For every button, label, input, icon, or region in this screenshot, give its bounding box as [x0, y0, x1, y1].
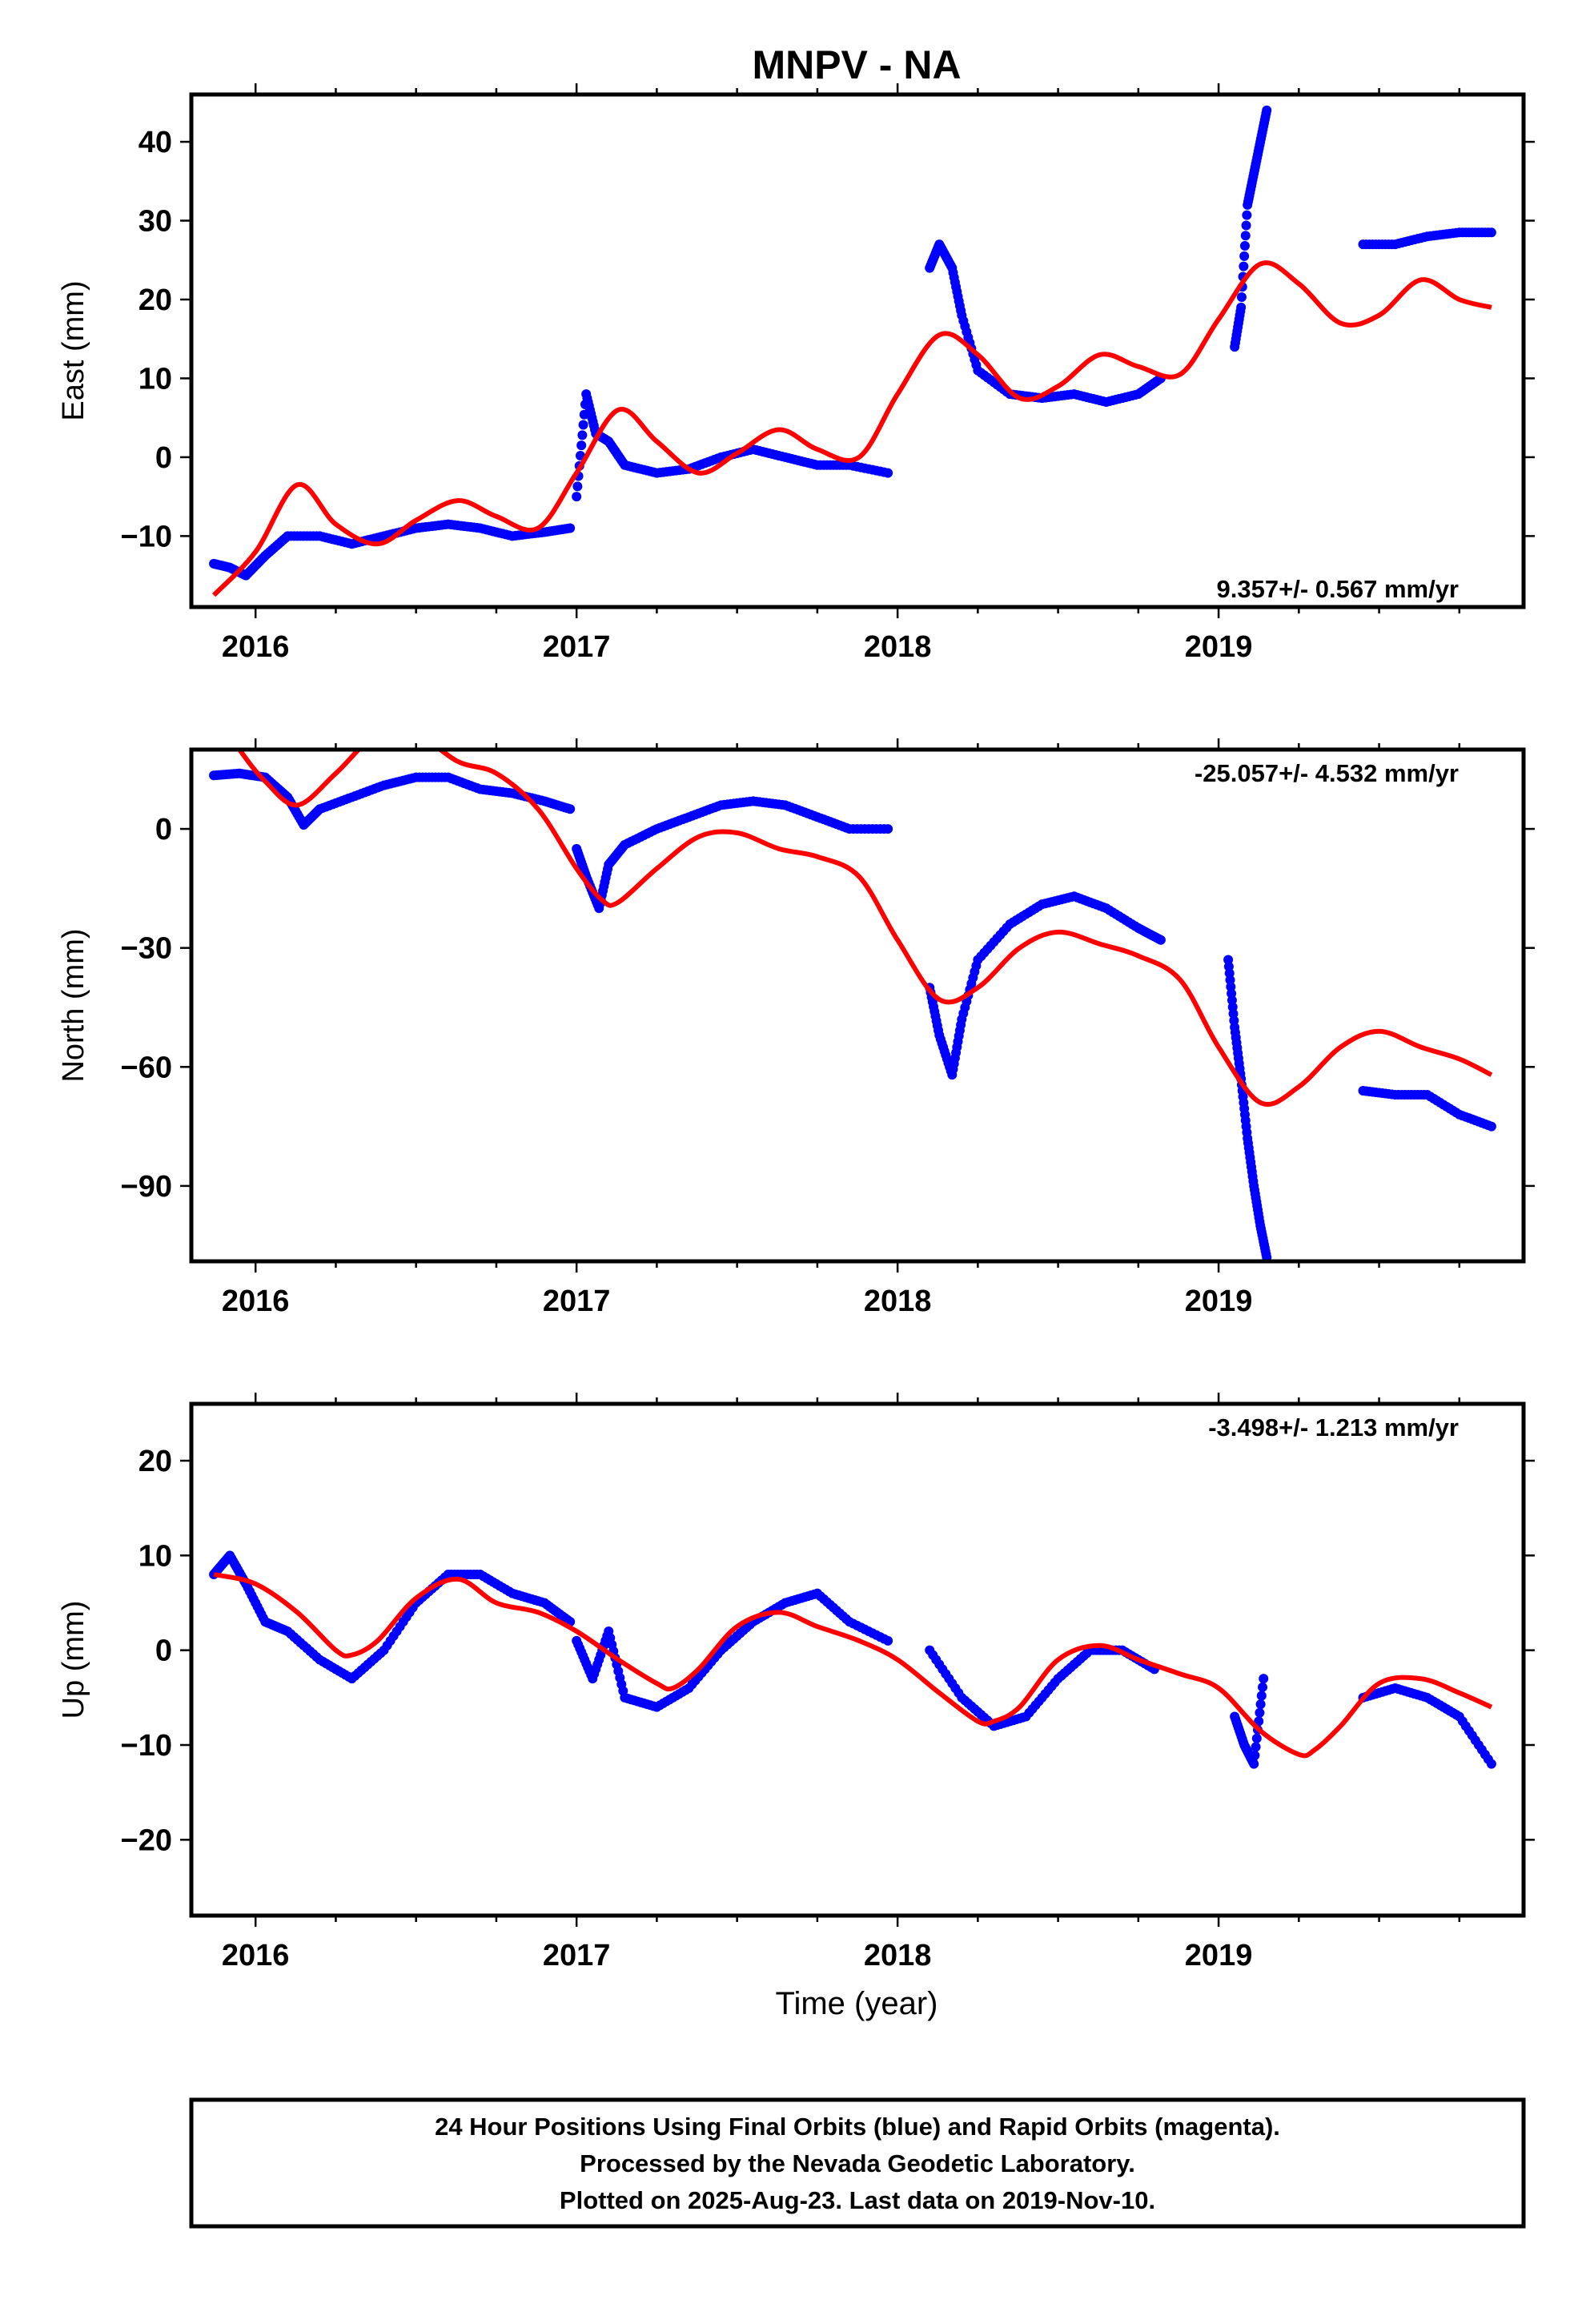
north-panel: 2016 2017 2018 2019 −90 −60 −30 0 North (mm) -25.…	[57, 738, 1535, 1318]
y-tick-label: 20	[139, 283, 172, 317]
footer-box: 24 Hour Positions Using Final Orbits (bl…	[189, 2097, 1526, 2229]
east-plot-area	[209, 105, 1496, 597]
data-point	[1254, 1716, 1264, 1727]
plot-frame	[189, 1401, 1526, 1918]
data-point	[578, 420, 588, 430]
data-point	[1240, 231, 1251, 241]
data-point	[576, 440, 587, 451]
x-tick-label: 2019	[1185, 1285, 1253, 1318]
data-point	[1255, 1707, 1265, 1718]
data-point	[1250, 1751, 1260, 1761]
data-point	[883, 468, 893, 478]
data-point	[883, 824, 893, 834]
model-curve	[213, 1572, 1493, 1759]
data-point	[1236, 302, 1247, 312]
y-tick-label: 40	[139, 126, 172, 159]
y-tick-label: −90	[121, 1170, 172, 1204]
x-tick-label: 2019	[1185, 630, 1253, 664]
north-plot-area	[209, 750, 1496, 1261]
data-point	[577, 430, 588, 440]
x-tick-label: 2017	[543, 630, 611, 664]
y-tick-label: 0	[155, 441, 172, 475]
y-tick-label: −60	[121, 1051, 172, 1084]
x-tick-label: 2018	[864, 1939, 932, 1972]
north-axis-label: North (mm)	[57, 928, 90, 1082]
data-point	[883, 1635, 893, 1646]
x-tick-label: 2016	[222, 1285, 290, 1318]
data-point	[1256, 1691, 1267, 1701]
data-point	[1486, 227, 1496, 238]
data-point	[1236, 292, 1247, 303]
plot-frame	[189, 747, 1526, 1264]
y-tick-label: −30	[121, 932, 172, 966]
footer-line-1: 24 Hour Positions Using Final Orbits (bl…	[435, 2113, 1280, 2141]
data-point	[1262, 1252, 1272, 1261]
data-point	[1239, 251, 1250, 261]
east-axis-label: East (mm)	[57, 280, 90, 420]
data-point	[1249, 1759, 1259, 1769]
data-point	[1258, 1682, 1268, 1692]
x-tick-label: 2019	[1185, 1939, 1253, 1972]
up-plot-area	[209, 1550, 1496, 1769]
chart-title: MNPV - NA	[752, 42, 961, 87]
data-point	[1251, 1733, 1262, 1743]
footer-line-3: Plotted on 2025-Aug-23. Last data on 201…	[560, 2186, 1155, 2214]
y-tick-label: 0	[155, 813, 172, 846]
x-tick-label: 2017	[543, 1285, 611, 1318]
y-tick-label: 30	[139, 205, 172, 239]
data-point	[1239, 241, 1250, 251]
footer-line-2: Processed by the Nevada Geodetic Laborat…	[580, 2149, 1135, 2177]
y-tick-label: 10	[139, 1539, 172, 1573]
y-tick-label: 10	[139, 362, 172, 396]
x-tick-label: 2017	[543, 1939, 611, 1972]
up-panel: 2016 2017 2018 2019 −20 −10 0 10 20 Up (mm) -3.498…	[57, 1393, 1535, 1972]
y-tick-label: −20	[121, 1823, 172, 1857]
data-point	[1486, 1121, 1496, 1132]
data-point	[1259, 1674, 1269, 1684]
x-tick-label: 2018	[864, 1285, 932, 1318]
model-curve	[236, 750, 1493, 1107]
velocity-label: -25.057+/- 4.532 mm/yr	[1195, 759, 1459, 787]
data-point	[1242, 210, 1252, 220]
velocity-label: -3.498+/- 1.213 mm/yr	[1208, 1413, 1459, 1441]
data-point	[1251, 1742, 1261, 1752]
y-tick-label: 20	[139, 1445, 172, 1478]
y-tick-label: −10	[121, 1729, 172, 1763]
data-point	[1239, 261, 1249, 271]
model-curve	[211, 260, 1492, 597]
data-point	[565, 523, 576, 533]
x-tick-label: 2018	[864, 630, 932, 664]
data-point	[572, 492, 582, 502]
data-point	[565, 804, 576, 814]
y-tick-label: −10	[121, 520, 172, 553]
y-tick-label: 0	[155, 1634, 172, 1668]
plot-frame	[189, 92, 1526, 609]
data-point	[1262, 105, 1272, 115]
up-axis-label: Up (mm)	[57, 1601, 90, 1719]
data-point	[1255, 1699, 1266, 1710]
velocity-label: 9.357+/- 0.567 mm/yr	[1217, 575, 1459, 603]
data-point	[1155, 935, 1166, 945]
data-point	[1486, 1759, 1496, 1769]
x-tick-label: 2016	[222, 1939, 290, 1972]
data-point	[1241, 220, 1251, 231]
x-tick-label: 2016	[222, 630, 290, 664]
data-point	[572, 481, 583, 492]
east-panel: 2016 2017 2018 2019 −10 0 10 20 30 40 East (mm) 9.3…	[57, 83, 1535, 664]
x-axis-label: Time (year)	[776, 1986, 938, 2021]
